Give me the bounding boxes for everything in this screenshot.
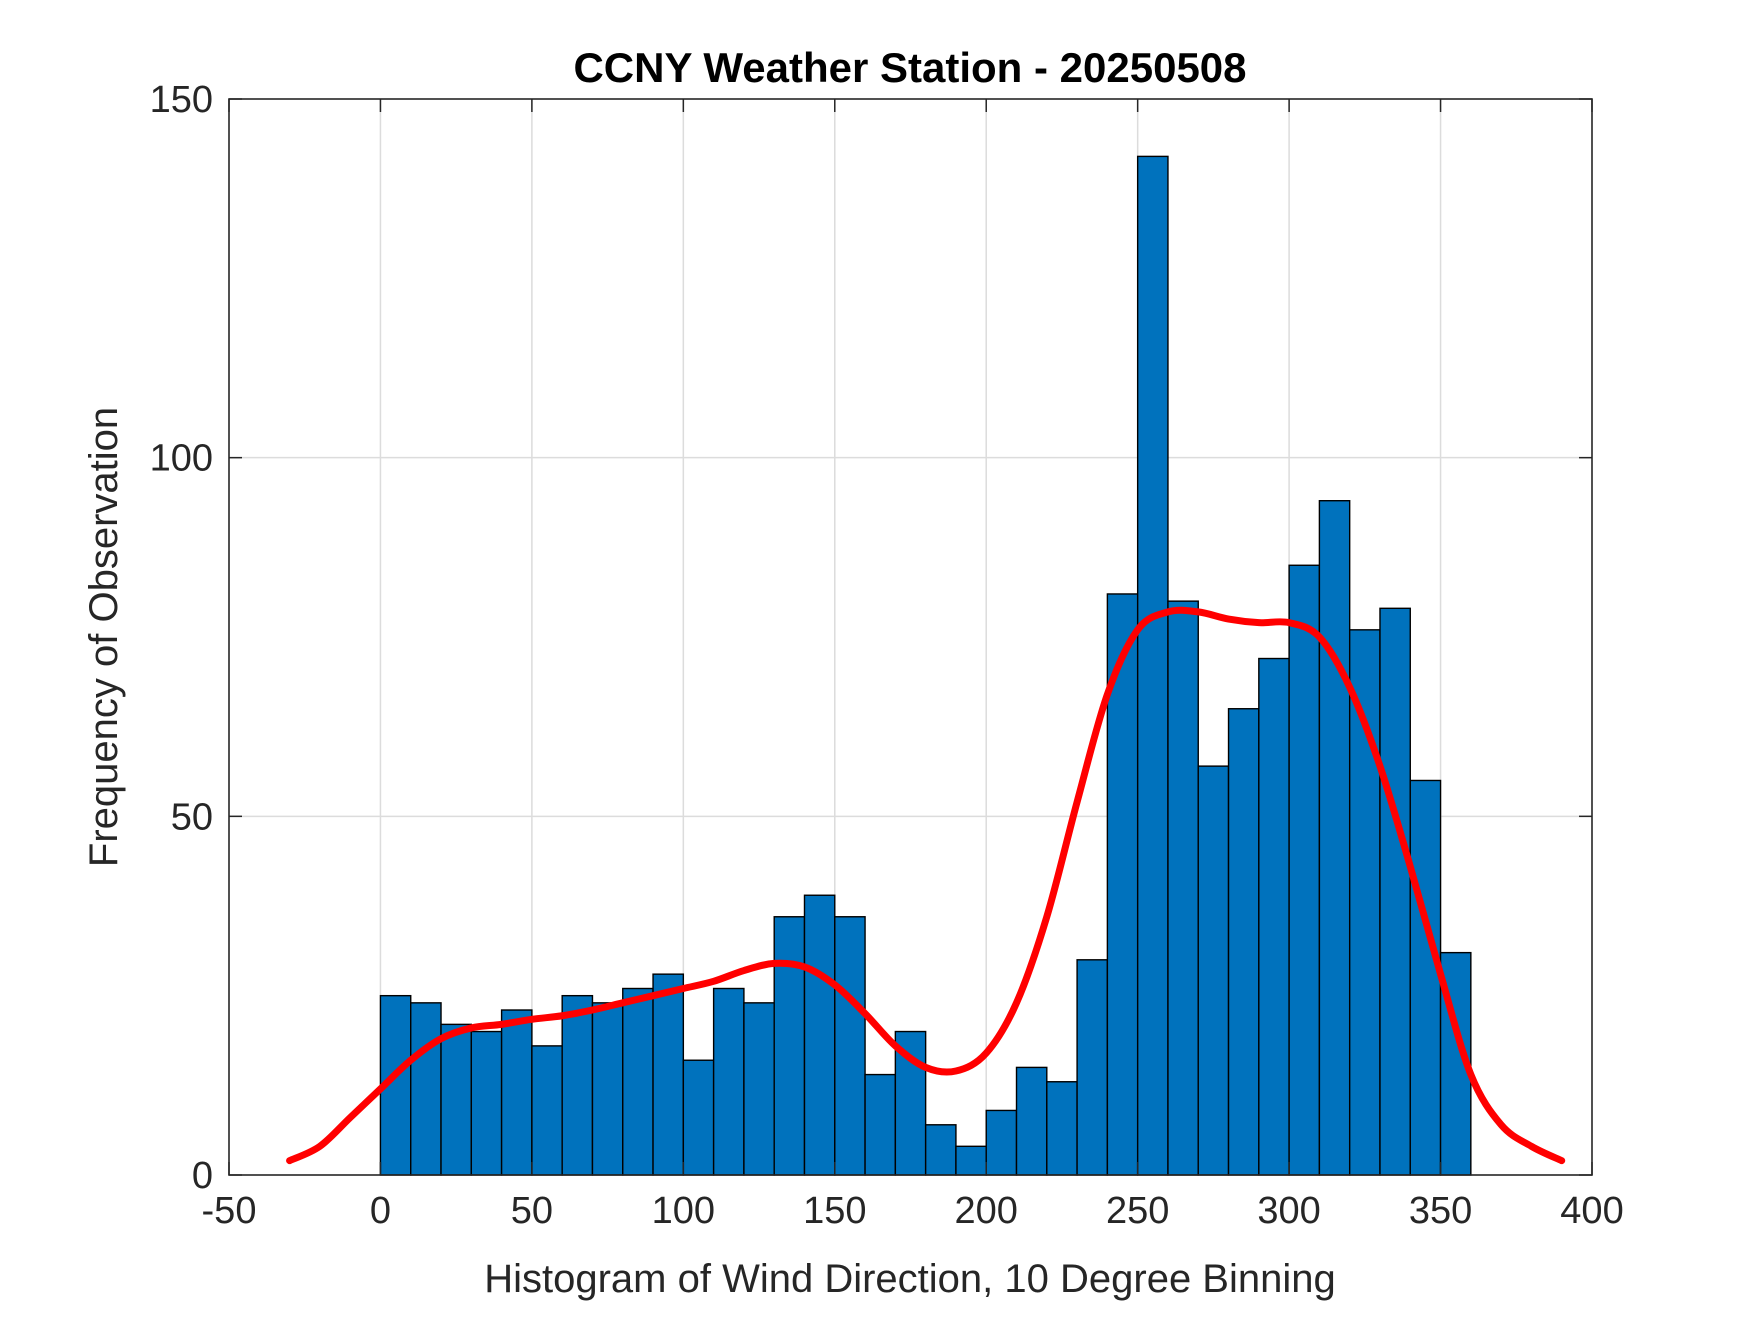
axis-ticks [228,98,1593,1176]
histogram-bar [531,1045,563,1176]
x-tick-label: -50 [202,1190,257,1232]
x-tick-label: 50 [511,1190,553,1232]
histogram-bar [1167,600,1199,1176]
histogram-bar [1227,708,1260,1176]
histogram-bar [803,894,836,1176]
y-tick-label: 150 [150,79,213,121]
histogram-bar [1409,779,1442,1176]
density-curve-layer [286,606,1566,1165]
x-tick-label: 350 [1409,1190,1472,1232]
histogram-bar [1197,765,1230,1176]
histogram-bar [500,1009,533,1176]
histogram-bar [561,994,594,1176]
x-tick-label: 300 [1257,1190,1320,1232]
histogram-bar [834,916,866,1176]
histogram-bar [985,1109,1018,1176]
x-tick-label: 200 [955,1190,1018,1232]
histogram-bar [1379,607,1411,1176]
histogram-bar [1015,1066,1048,1176]
histogram-bar [864,1073,897,1176]
histogram-bar [1288,564,1321,1176]
histogram-bar [924,1124,957,1176]
histogram-bar [652,973,685,1176]
y-axis-label: Frequency of Observation [82,407,126,867]
histogram-bar [1046,1081,1078,1176]
histogram-bar [1318,500,1351,1176]
histogram-bar [1348,629,1381,1176]
x-tick-label: 250 [1106,1190,1169,1232]
density-curve [286,606,1566,1165]
y-tick-label: 100 [150,438,213,480]
x-tick-label: 150 [803,1190,866,1232]
x-tick-label: 400 [1560,1190,1623,1232]
histogram-bar [773,916,806,1176]
x-tick-label: 0 [370,1190,391,1232]
y-tick-label: 0 [192,1155,213,1197]
x-axis-label: Histogram of Wind Direction, 10 Degree B… [484,1257,1336,1301]
histogram-bar [712,987,745,1176]
histogram-bar [1136,155,1169,1176]
axes-box [228,98,1593,1176]
histogram-bar [591,1002,624,1176]
histogram-bar [955,1145,987,1176]
histogram-bar [1076,959,1109,1176]
histogram-bar [743,1002,775,1176]
y-tick-label: 50 [171,796,213,838]
histogram-bar [410,1002,442,1176]
histogram-bar [682,1059,715,1176]
histogram-bars [379,155,1472,1176]
histogram-bar [622,987,654,1176]
histogram-bar [440,1023,473,1176]
x-tick-label: 100 [652,1190,715,1232]
histogram-bar [470,1030,503,1176]
chart-title: CCNY Weather Station - 20250508 [573,44,1246,91]
histogram-bar [1258,657,1290,1176]
